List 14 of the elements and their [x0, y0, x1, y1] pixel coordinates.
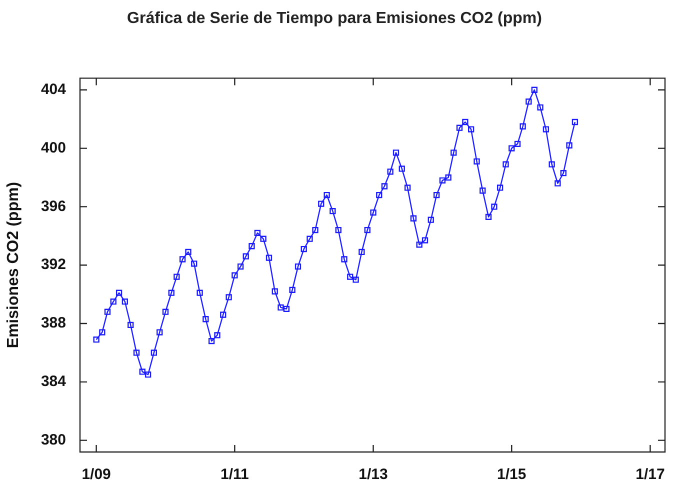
- x-tick-label: 1/11: [220, 466, 249, 481]
- y-tick-label: 384: [40, 373, 67, 390]
- y-tick-label: 400: [40, 139, 66, 156]
- y-tick-label: 392: [40, 256, 66, 274]
- chart-title: Gráfica de Serie de Tiempo para Emisiones CO2 (ppm): [127, 10, 542, 28]
- y-tick-label: 396: [40, 198, 66, 215]
- x-tick-label: 1/13: [358, 466, 388, 481]
- x-tick-label: 1/17: [636, 466, 665, 481]
- y-tick-label: 380: [40, 431, 66, 448]
- y-tick-label: 388: [40, 314, 66, 332]
- x-tick-label: 1/15: [497, 466, 526, 481]
- y-axis-title: Emisiones CO2 (ppm): [5, 182, 22, 348]
- x-tick-label: 1/09: [82, 466, 111, 481]
- y-tick-label: 404: [40, 81, 67, 98]
